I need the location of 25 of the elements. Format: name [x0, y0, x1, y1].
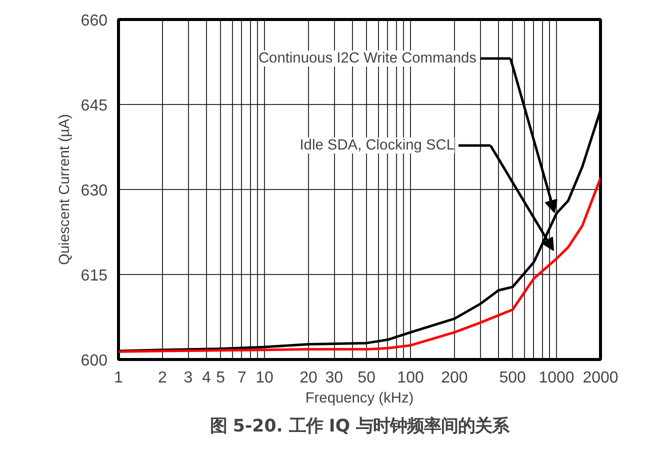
- y-tick-label: 660: [80, 12, 108, 30]
- x-tick-label: 2000: [582, 370, 618, 386]
- x-tick-label: 30: [325, 370, 344, 386]
- x-tick-label: 500: [499, 370, 526, 386]
- x-tick-label: 1000: [538, 370, 574, 386]
- x-tick-label: 7: [237, 370, 246, 386]
- x-tick-label: 5: [216, 370, 226, 386]
- x-tick-label: 10: [256, 370, 274, 386]
- x-tick-label: 200: [441, 370, 468, 386]
- x-tick-label: 20: [300, 370, 318, 386]
- x-tick-label: 1: [114, 370, 124, 386]
- y-tick-label: 645: [80, 98, 108, 114]
- y-tick-label: 600: [80, 352, 108, 370]
- x-tick-label: 4: [202, 370, 211, 386]
- x-tick-label: 3: [184, 370, 193, 386]
- y-tick-label: 615: [80, 268, 108, 284]
- x-tick-label: 50: [358, 370, 376, 386]
- y-axis-title: Quiescent Current (µA): [56, 114, 73, 265]
- x-tick-label: 100: [397, 370, 424, 386]
- x-axis-title: Frequency (kHz): [305, 390, 414, 406]
- x-tick-label: 2: [158, 370, 168, 386]
- y-tick-label: 630: [80, 182, 108, 200]
- annotation: Idle SDA, Clocking SCL: [300, 138, 455, 154]
- annotation: Continuous I2C Write Commands: [258, 50, 477, 66]
- text: 图 5-20. 工作 IQ 与时钟频率间的关系: [210, 416, 510, 436]
